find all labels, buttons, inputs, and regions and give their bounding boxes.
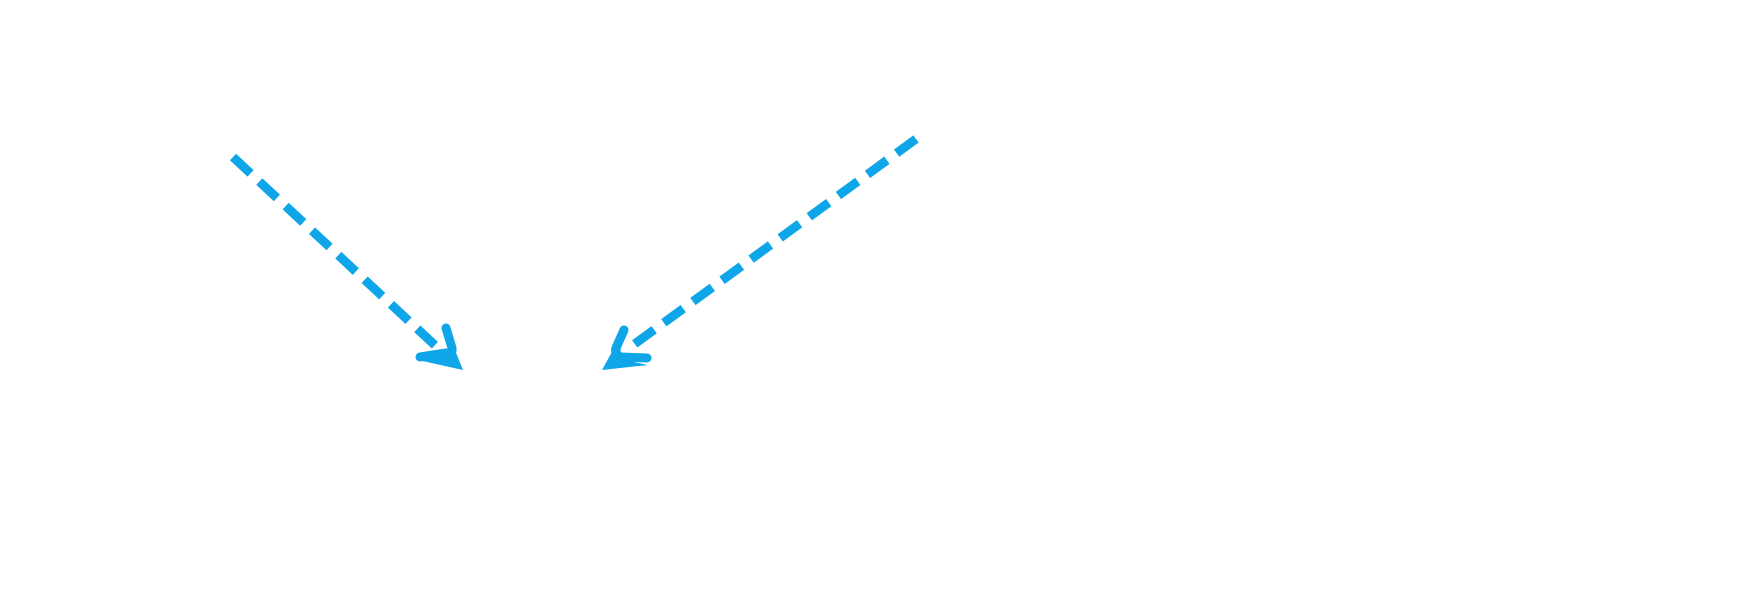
dashed-arrow-left <box>229 153 463 370</box>
right-arrow-shaft <box>622 135 919 355</box>
right-arrow-head-tip <box>602 330 648 370</box>
left-arrow-head-tip <box>418 328 463 370</box>
left-arrow-shaft <box>229 153 444 354</box>
dashed-arrow-right <box>602 135 919 370</box>
